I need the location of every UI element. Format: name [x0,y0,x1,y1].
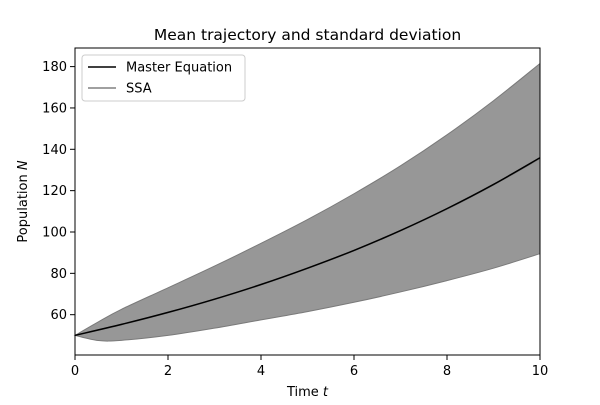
legend-box [81,54,246,102]
y-axis: 60 80 100 120 140 160 180 [42,60,75,323]
y-tick-label: 120 [42,184,67,199]
legend: Master Equation SSA [81,54,246,102]
y-axis-label: Population N [16,160,31,242]
x-tick-label: 0 [71,364,79,379]
series-line-master-equation [74,157,541,337]
chart-title: Mean trajectory and standard deviation [154,26,461,44]
legend-label-ssa: SSA [126,82,152,97]
series-layer [74,157,541,337]
y-tick-label: 180 [42,60,67,75]
x-tick-label: 2 [164,364,172,379]
x-tick-label: 10 [532,364,549,379]
x-tick-label: 8 [443,364,451,379]
legend-label-master-equation: Master Equation [126,61,232,76]
x-tick-label: 6 [350,364,358,379]
x-tick-label: 4 [257,364,265,379]
y-tick-label: 100 [42,225,67,240]
y-tick-label: 80 [50,267,67,282]
plot-frame [74,47,541,356]
x-axis: 0 2 4 6 8 10 [71,355,548,379]
y-tick-label: 160 [42,101,67,116]
x-axis-label: Time t [286,385,329,400]
y-tick-label: 140 [42,143,67,158]
y-tick-label: 60 [50,308,67,323]
